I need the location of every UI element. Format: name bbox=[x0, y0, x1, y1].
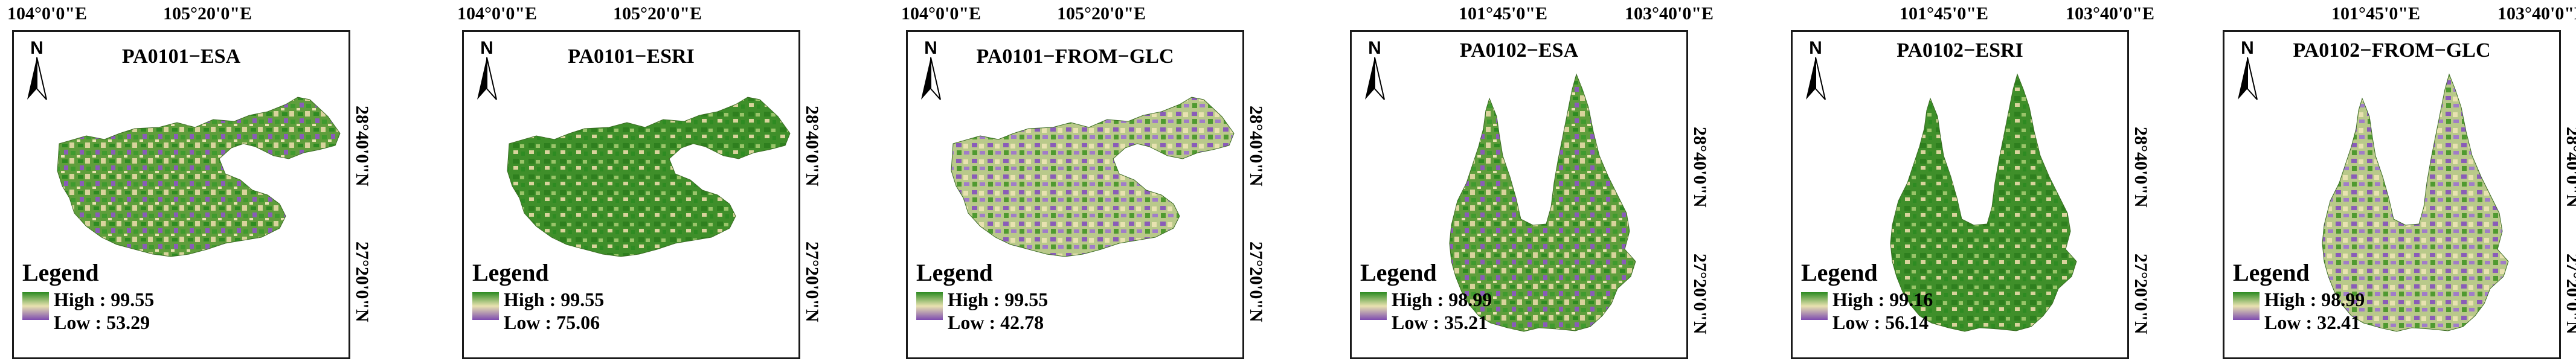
north-label: N bbox=[1809, 38, 1822, 58]
legend-low-value: Low : 35.21 bbox=[1392, 311, 1488, 333]
north-arrow-shape bbox=[477, 57, 497, 100]
panel-title: PA0102−ESRI bbox=[1897, 39, 2023, 62]
protected-area-region bbox=[57, 97, 341, 257]
latitude-tick-label: 28°40'0"N bbox=[802, 106, 822, 187]
legend-color-ramp bbox=[472, 292, 499, 320]
legend-title: Legend bbox=[1801, 259, 1878, 286]
longitude-tick-label: 101°45'0"E bbox=[1900, 4, 1988, 24]
legend-title: Legend bbox=[472, 259, 549, 286]
legend-high-value: High : 99.55 bbox=[54, 289, 155, 310]
longitude-tick-label: 103°40'0"E bbox=[2497, 4, 2576, 24]
longitude-tick-label: 105°20'0"E bbox=[163, 4, 252, 24]
longitude-tick-label: 103°40'0"E bbox=[1625, 4, 1714, 24]
panel-title: PA0102−ESA bbox=[1459, 39, 1579, 62]
map-frame: PA0101−ESA N Legend High : 99.55 Low : 53.29 bbox=[12, 30, 350, 359]
legend-low-value: Low : 56.14 bbox=[1832, 311, 1929, 333]
legend-color-ramp bbox=[2233, 292, 2260, 320]
map-panel: 104°0'0"E 105°20'0"E PA0101−FROM−GLC N Legen… bbox=[894, 0, 1311, 361]
legend-color-ramp bbox=[916, 292, 943, 320]
map-canvas bbox=[951, 97, 1235, 257]
north-arrow-shape bbox=[921, 57, 941, 100]
legend-high-value: High : 99.55 bbox=[948, 289, 1049, 310]
longitude-tick-label: 105°20'0"E bbox=[1057, 4, 1146, 24]
longitude-tick-label: 104°0'0"E bbox=[7, 4, 87, 24]
north-arrow-icon: N bbox=[22, 38, 51, 104]
latitude-tick-label: 27°20'0"N bbox=[2131, 254, 2151, 334]
legend-low-value: Low : 42.78 bbox=[948, 311, 1044, 333]
longitude-tick-label: 104°0'0"E bbox=[457, 4, 537, 24]
legend-title: Legend bbox=[1360, 259, 1437, 286]
longitude-tick-label: 101°45'0"E bbox=[1459, 4, 1547, 24]
map-panel: 101°45'0"E 103°40'0"E PA0102−ESRI N Legend Hi… bbox=[1779, 0, 2195, 361]
north-label: N bbox=[480, 38, 493, 58]
north-arrow-shape bbox=[2238, 57, 2258, 100]
legend-high-value: High : 99.16 bbox=[1832, 289, 1933, 310]
legend-low-value: Low : 75.06 bbox=[504, 311, 600, 333]
protected-area-region bbox=[1890, 73, 2077, 332]
legend-high-value: High : 98.99 bbox=[2264, 289, 2365, 310]
map-canvas bbox=[1449, 73, 1636, 332]
protected-area-region bbox=[951, 97, 1235, 257]
north-arrow-icon: N bbox=[1360, 38, 1389, 104]
latitude-tick-label: 28°40'0"N bbox=[352, 106, 372, 187]
latitude-tick-label: 28°40'0"N bbox=[1246, 106, 1266, 187]
north-label: N bbox=[30, 38, 43, 58]
legend-low-value: Low : 32.41 bbox=[2264, 311, 2361, 333]
map-frame: PA0101−FROM−GLC N Legend High : 99.55 Low : … bbox=[906, 30, 1244, 359]
north-arrow-icon: N bbox=[472, 38, 501, 104]
north-label: N bbox=[2241, 38, 2254, 58]
protected-area-region bbox=[1449, 73, 1636, 332]
map-canvas bbox=[2322, 73, 2509, 332]
map-panel: 104°0'0"E 105°20'0"E PA0101−ESA N Legend High… bbox=[0, 0, 417, 361]
legend-title: Legend bbox=[916, 259, 993, 286]
latitude-tick-label: 28°40'0"N bbox=[2131, 127, 2151, 208]
map-canvas bbox=[507, 97, 791, 257]
map-frame: PA0102−FROM−GLC N Legend High : 98.99 Low : … bbox=[2223, 30, 2561, 359]
latitude-tick-label: 27°20'0"N bbox=[1690, 254, 1710, 334]
legend-color-ramp bbox=[22, 292, 49, 320]
north-arrow-shape bbox=[1365, 57, 1385, 100]
map-panel: 101°45'0"E 103°40'0"E PA0102−ESA N Legend Hig… bbox=[1338, 0, 1755, 361]
legend-color-ramp bbox=[1801, 292, 1828, 320]
latitude-tick-label: 28°40'0"N bbox=[1690, 127, 1710, 208]
latitude-tick-label: 27°20'0"N bbox=[2563, 254, 2576, 334]
map-canvas bbox=[57, 97, 341, 257]
latitude-tick-label: 27°20'0"N bbox=[1246, 241, 1266, 322]
north-arrow-shape bbox=[27, 57, 47, 100]
panel-title: PA0101−ESRI bbox=[568, 45, 695, 68]
legend-title: Legend bbox=[2233, 259, 2310, 286]
map-canvas bbox=[1890, 73, 2077, 332]
longitude-tick-label: 105°20'0"E bbox=[613, 4, 702, 24]
panel-title: PA0101−ESA bbox=[121, 45, 241, 68]
longitude-tick-label: 104°0'0"E bbox=[901, 4, 981, 24]
map-panel: 104°0'0"E 105°20'0"E PA0101−ESRI N Legend Hig… bbox=[450, 0, 867, 361]
north-label: N bbox=[1368, 38, 1381, 58]
north-label: N bbox=[924, 38, 937, 58]
longitude-tick-label: 101°45'0"E bbox=[2331, 4, 2420, 24]
north-arrow-icon: N bbox=[916, 38, 945, 104]
map-frame: PA0102−ESA N Legend High : 98.99 Low : 35.21 bbox=[1350, 30, 1688, 359]
map-frame: PA0101−ESRI N Legend High : 99.55 Low : 75.0… bbox=[462, 30, 800, 359]
latitude-tick-label: 28°40'0"N bbox=[2563, 127, 2576, 208]
panel-title: PA0101−FROM−GLC bbox=[976, 45, 1174, 68]
latitude-tick-label: 27°20'0"N bbox=[352, 241, 372, 322]
north-arrow-icon: N bbox=[1801, 38, 1830, 104]
longitude-tick-label: 103°40'0"E bbox=[2066, 4, 2154, 24]
north-arrow-icon: N bbox=[2233, 38, 2262, 104]
map-frame: PA0102−ESRI N Legend High : 99.16 Low : 56.1… bbox=[1791, 30, 2129, 359]
legend-high-value: High : 98.99 bbox=[1392, 289, 1492, 310]
legend-title: Legend bbox=[22, 259, 99, 286]
protected-area-region bbox=[2322, 73, 2509, 332]
panel-title: PA0102−FROM−GLC bbox=[2293, 39, 2491, 62]
map-panel: 101°45'0"E 103°40'0"E PA0102−FROM−GLC N Lege… bbox=[2211, 0, 2576, 361]
legend-color-ramp bbox=[1360, 292, 1387, 320]
legend-high-value: High : 99.55 bbox=[504, 289, 605, 310]
latitude-tick-label: 27°20'0"N bbox=[802, 241, 822, 322]
protected-area-region bbox=[507, 97, 791, 257]
north-arrow-shape bbox=[1806, 57, 1826, 100]
legend-low-value: Low : 53.29 bbox=[54, 311, 150, 333]
